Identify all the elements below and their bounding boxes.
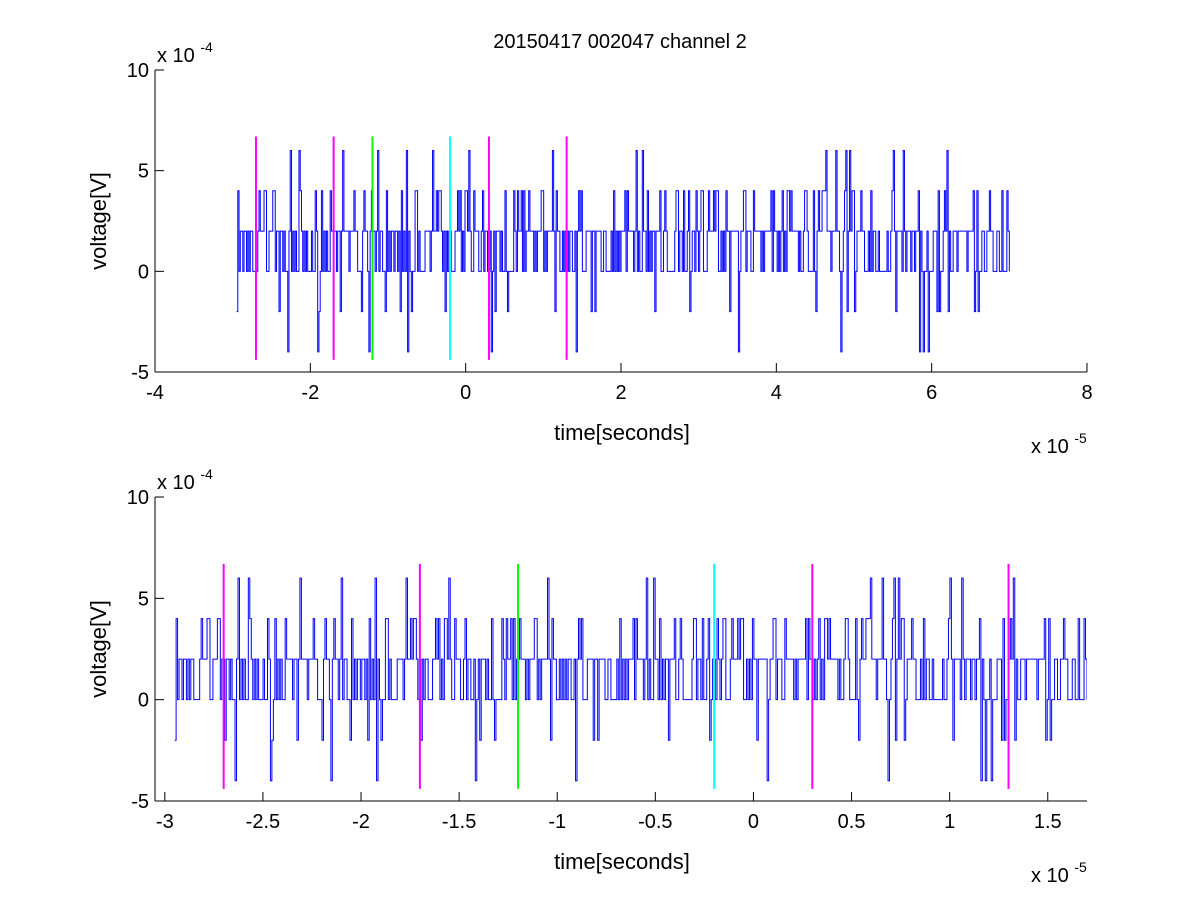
x-tick-label: 4 bbox=[771, 382, 782, 404]
x-tick-label: 0 bbox=[460, 382, 471, 404]
x-tick-label: 6 bbox=[926, 382, 937, 404]
x-tick-label: -0.5 bbox=[638, 811, 672, 833]
y-tick-label: 10 bbox=[127, 60, 149, 82]
x-exponent-label: x 10 -5 bbox=[1031, 859, 1087, 887]
x-axis-label: time[seconds] bbox=[554, 849, 690, 874]
x-tick-label: -2.5 bbox=[246, 811, 280, 833]
x-tick-label: -2 bbox=[301, 382, 319, 404]
y-tick-label: 5 bbox=[138, 588, 149, 610]
chart-bottom: -3 -2.5 -2 -1.5 -1 -0.5 0 0.5 1 1.5 -5 0 5 10 time[sec… bbox=[86, 466, 1087, 887]
y-exponent-label: x 10 -4 bbox=[157, 39, 213, 67]
y-exponent-label: x 10 -4 bbox=[157, 466, 213, 494]
x-exponent-label: x 10 -5 bbox=[1031, 430, 1087, 458]
x-tick-label: -1.5 bbox=[442, 811, 476, 833]
x-tick-label: 1 bbox=[944, 811, 955, 833]
x-tick-label: 8 bbox=[1081, 382, 1092, 404]
voltage-trace bbox=[236, 150, 1010, 353]
y-axis-label: voltage[V] bbox=[86, 600, 111, 698]
x-tick-label: -2 bbox=[352, 811, 370, 833]
y-tick-label: -5 bbox=[131, 791, 149, 813]
x-tick-label: -4 bbox=[146, 382, 164, 404]
x-tick-label: -1 bbox=[548, 811, 566, 833]
y-tick-label: 0 bbox=[138, 261, 149, 283]
chart-top: -4 -2 0 2 4 6 8 -5 0 5 10 time[seconds] voltage[V] x … bbox=[86, 39, 1093, 458]
x-axis-label: time[seconds] bbox=[554, 420, 690, 445]
x-tick-label: 0 bbox=[748, 811, 759, 833]
y-tick-label: -5 bbox=[131, 362, 149, 384]
y-tick-label: 10 bbox=[127, 487, 149, 509]
y-tick-label: 0 bbox=[138, 690, 149, 712]
x-tick-label: 2 bbox=[615, 382, 626, 404]
x-tick-label: 0.5 bbox=[838, 811, 866, 833]
x-tick-label: 1.5 bbox=[1034, 811, 1062, 833]
voltage-trace bbox=[174, 577, 1087, 782]
x-tick-label: -3 bbox=[156, 811, 174, 833]
y-tick-label: 5 bbox=[138, 161, 149, 183]
figure-title: 20150417 002047 channel 2 bbox=[493, 31, 747, 53]
y-axis-label: voltage[V] bbox=[86, 172, 111, 270]
